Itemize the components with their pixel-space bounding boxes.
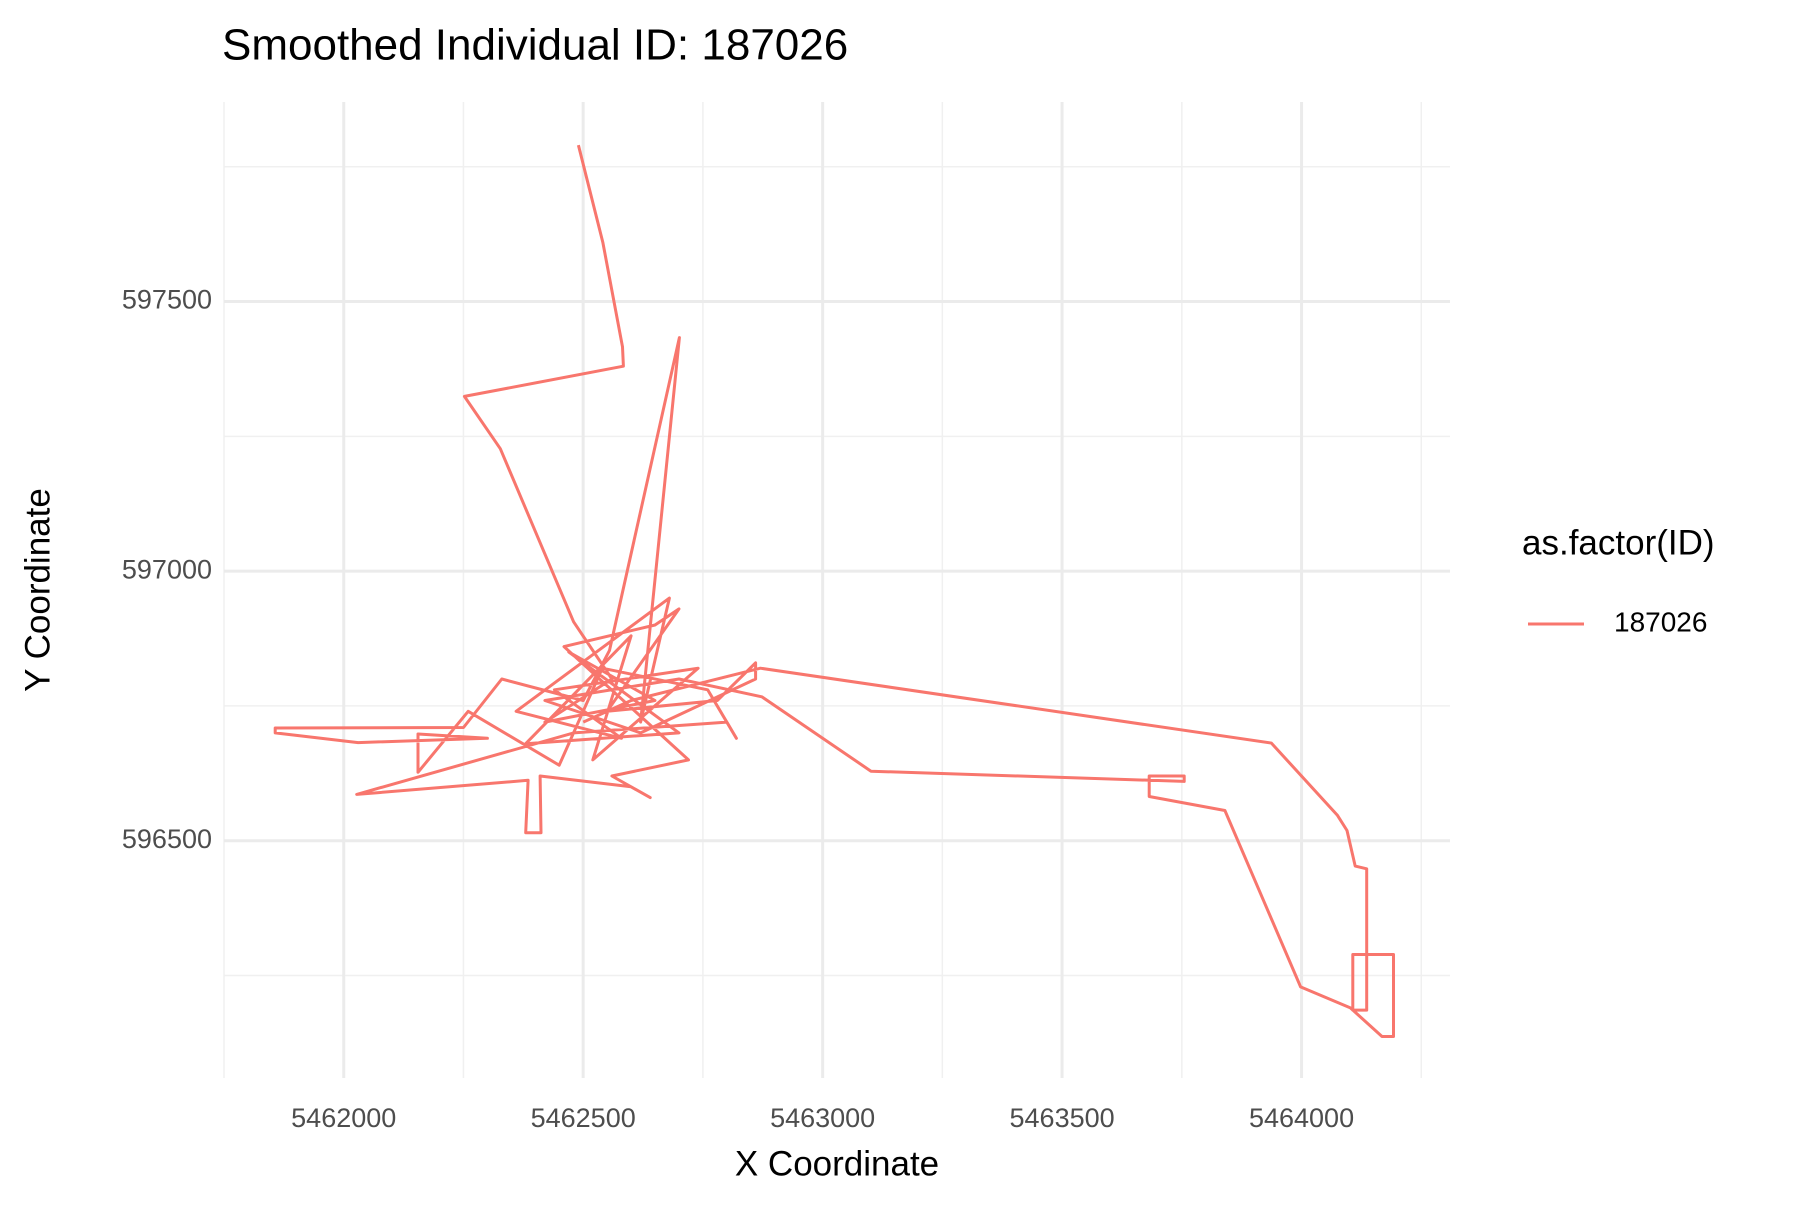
x-tick-label: 5463000 [770, 1103, 875, 1133]
x-tick-label: 5464000 [1249, 1103, 1354, 1133]
chart-title: Smoothed Individual ID: 187026 [222, 21, 848, 70]
x-axis-label: X Coordinate [735, 1144, 939, 1183]
legend-label: 187026 [1614, 606, 1707, 637]
trajectory-line [273, 144, 1395, 1038]
y-axis-label: Y Coordinate [18, 488, 57, 692]
legend-title: as.factor(ID) [1522, 523, 1715, 562]
y-tick-label: 597500 [122, 285, 212, 315]
y-tick-label: 596500 [122, 824, 212, 854]
x-tick-label: 5462500 [531, 1103, 636, 1133]
x-tick-label: 5462000 [291, 1103, 396, 1133]
y-tick-label: 597000 [122, 554, 212, 584]
x-tick-label: 5463500 [1010, 1103, 1115, 1133]
